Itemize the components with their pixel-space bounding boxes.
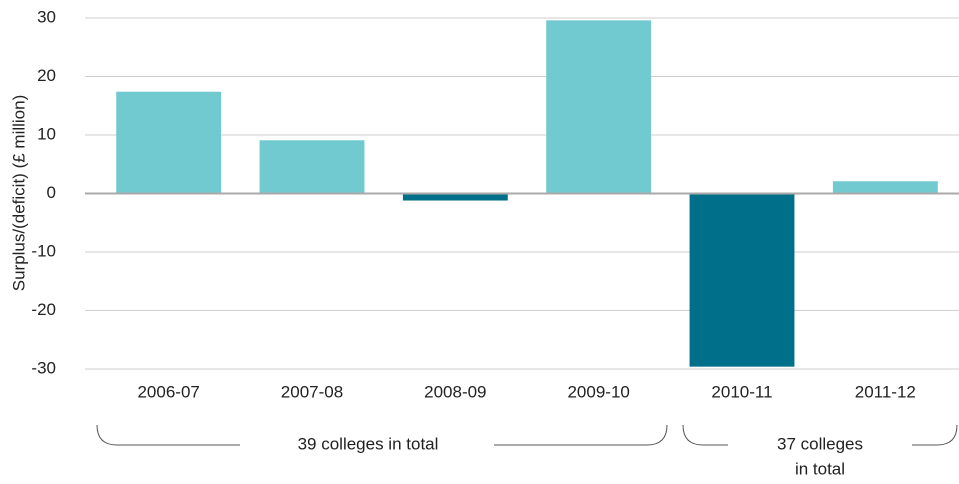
bracket [682, 424, 728, 446]
bracket [96, 424, 240, 446]
y-axis-label: Surplus/(deficit) (£ million) [9, 95, 28, 292]
labels: -30 -20 -10 0 10 20 30 2006-07 2007-08 2008-09 200… [31, 7, 915, 401]
y-tick-label: -20 [31, 300, 56, 319]
y-tick-label: -10 [31, 241, 56, 260]
x-tick-label: 2011-12 [855, 382, 916, 401]
x-tick-label: 2010-11 [711, 382, 772, 401]
y-tick-label: 30 [37, 7, 56, 26]
bracket [912, 424, 958, 446]
annotation: 39 colleges in total [298, 434, 439, 453]
bars [116, 20, 938, 367]
bar [689, 193, 795, 367]
bar [832, 181, 938, 194]
x-tick-label: 2006-07 [137, 382, 199, 401]
bar [259, 140, 365, 194]
x-tick-label: 2009-10 [567, 382, 629, 401]
x-tick-label: 2008-09 [424, 382, 486, 401]
grid [85, 17, 959, 370]
annotation: 37 colleges [777, 434, 863, 453]
x-tick-label: 2007-08 [281, 382, 343, 401]
y-tick-label: 20 [37, 66, 56, 85]
bar [546, 20, 652, 194]
bar [116, 91, 222, 194]
y-tick-label: -30 [31, 358, 56, 377]
bar [402, 193, 508, 201]
y-tick-label: 0 [47, 183, 56, 202]
annotation: in total [795, 459, 845, 478]
y-tick-label: 10 [37, 124, 56, 143]
bracket [494, 424, 668, 446]
